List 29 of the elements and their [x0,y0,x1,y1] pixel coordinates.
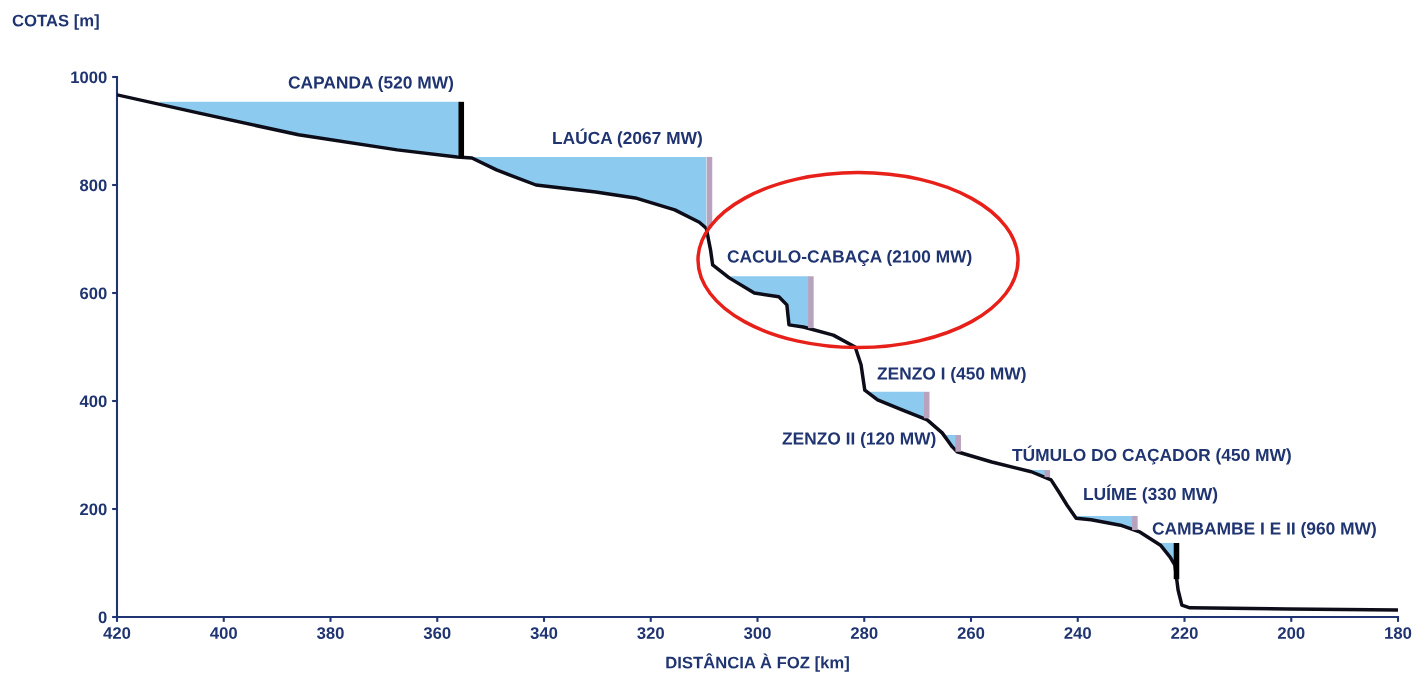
x-tick-label: 340 [530,627,558,639]
x-tick-label: 360 [423,627,451,639]
annotation: ZENZO I (450 MW) [877,366,1026,384]
annotation: LUÍME (330 MW) [1084,484,1218,504]
annotation: ZENZO II (120 MW) [782,431,936,449]
y-tick-label: 200 [80,503,107,516]
annotation: TÚMULO DO CAÇADOR (450 MW) [1012,445,1291,465]
x-axis-title: DISTÂNCIA À FOZ [km] [666,653,849,672]
x-tick-label: 300 [743,627,771,639]
x-tick-label: 260 [957,627,985,639]
x-tick-label: 200 [1277,627,1305,639]
x-tick-label: 320 [637,627,664,639]
y-axis-title: COTAS [m] [12,14,99,30]
y-tick-label: 0 [98,611,107,624]
x-tick-label: 400 [210,627,237,639]
x-tick-label: 220 [1171,627,1198,639]
x-tick-label: 240 [1064,627,1091,639]
y-tick-label: 400 [79,395,107,408]
annotation: LAÚCA (2067 MW) [553,128,702,148]
x-tick-label: 280 [850,627,878,639]
annotation: CAMBAMBE I E II (960 MW) [1152,521,1376,539]
x-tick-label: 380 [316,627,344,639]
annotation: CAPANDA (520 MW) [288,75,454,93]
annotation: CACULO-CABAÇA (2100 MW) [727,249,972,267]
y-tick-label: 800 [80,179,107,192]
x-tick-label: 180 [1385,627,1412,639]
y-tick-label: 1000 [71,71,107,84]
y-tick-label: 600 [80,287,107,300]
x-tick-label: 420 [103,627,131,639]
